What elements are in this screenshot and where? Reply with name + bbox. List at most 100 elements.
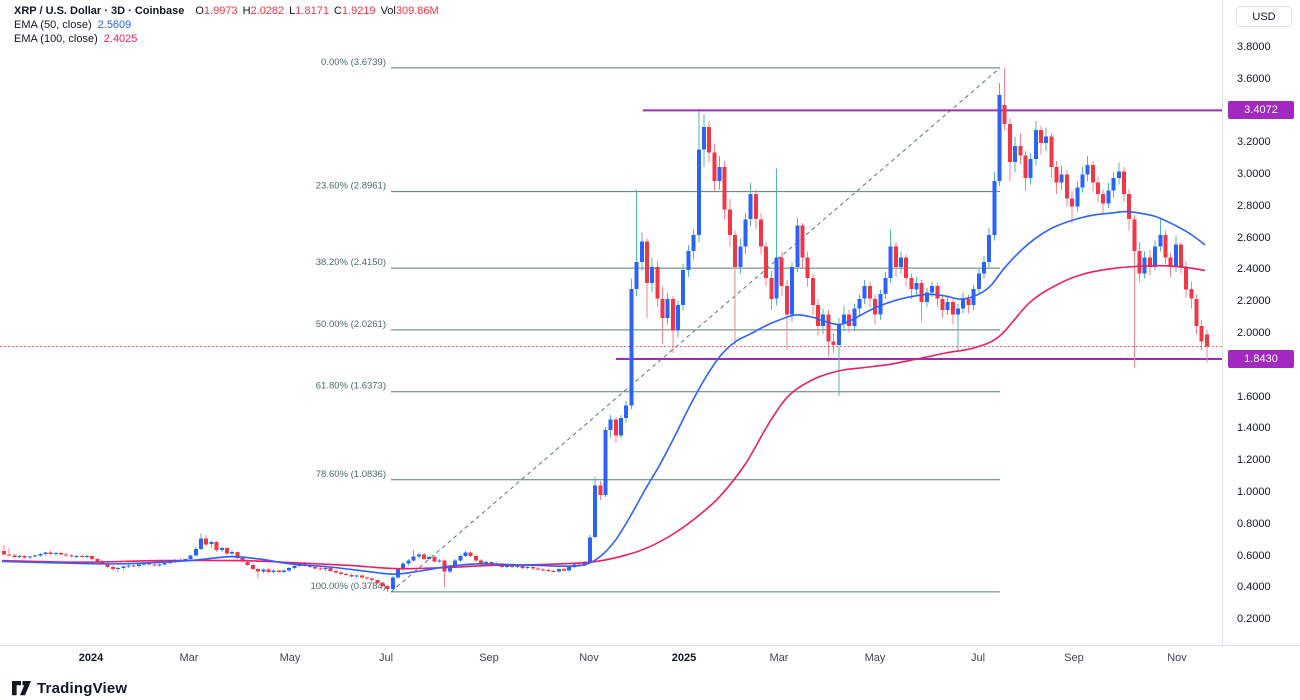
- candle-body: [1018, 146, 1023, 156]
- candle-body: [1090, 165, 1095, 183]
- price-pane: 0.00% (3.6739) 23.60% (2.8961) 38.20% (2.4…: [0, 0, 1222, 645]
- candle-body: [1054, 166, 1059, 183]
- candle-body: [1096, 182, 1100, 194]
- candle-body: [888, 246, 893, 279]
- candle-body: [997, 95, 1002, 182]
- candle-body: [556, 569, 561, 572]
- candle-body: [1132, 219, 1137, 252]
- candle-body: [676, 305, 680, 331]
- tradingview-logo-text: TradingView: [37, 680, 128, 697]
- candle-body: [515, 565, 520, 567]
- candle-body: [385, 586, 390, 589]
- trendline[interactable]: [390, 67, 1001, 593]
- candle-body: [1153, 246, 1158, 267]
- ema50-line[interactable]: [1, 210, 1206, 576]
- price-tick-label: 2.4000: [1237, 263, 1271, 276]
- ema50-legend-row[interactable]: EMA (50, close) 2.5609: [14, 18, 439, 32]
- candle-body: [1194, 298, 1199, 326]
- price-tick-label: 1.4000: [1237, 422, 1271, 435]
- time-axis-year-label: 2024: [78, 652, 104, 664]
- candle-body: [142, 563, 146, 565]
- currency-button[interactable]: USD: [1236, 6, 1292, 27]
- candle-body: [551, 570, 556, 572]
- candle-body: [380, 582, 385, 587]
- candle-body: [712, 152, 717, 182]
- candle-body: [85, 556, 89, 558]
- candle-body: [121, 566, 126, 569]
- candle-body: [17, 556, 22, 558]
- candle-body: [131, 565, 136, 567]
- candle-body: [110, 567, 115, 570]
- price-tick-label: 0.8000: [1237, 517, 1271, 530]
- candle-body: [520, 565, 525, 568]
- candle-body: [1116, 171, 1121, 178]
- candle-body: [370, 578, 375, 581]
- candle-body: [484, 562, 489, 564]
- fib-label: 61.80% (1.6373): [316, 381, 386, 392]
- candle-body: [193, 549, 198, 556]
- time-axis[interactable]: 2024 Mar May Jul Sep Nov 2025 Mar May Jul Sep Nov: [0, 645, 1300, 673]
- price-axis[interactable]: USD 3.80003.60003.40003.20003.00002.8000…: [1222, 0, 1300, 645]
- candle-body: [722, 166, 727, 210]
- candle-body: [650, 267, 655, 283]
- candle-body: [416, 554, 421, 557]
- candle-body: [375, 580, 380, 583]
- candle-body: [919, 282, 924, 302]
- candle-body: [240, 557, 245, 562]
- ema100-legend-row[interactable]: EMA (100, close) 2.4025: [14, 32, 439, 46]
- candle-body: [479, 560, 483, 564]
- time-axis-month-label: May: [279, 652, 301, 664]
- candle-body: [219, 547, 224, 550]
- candle-body: [655, 267, 660, 299]
- candle-body: [364, 577, 369, 579]
- candle-body: [976, 273, 981, 290]
- candle-body: [390, 577, 395, 589]
- candle-body: [463, 552, 468, 556]
- candle-body: [613, 419, 618, 436]
- price-chart[interactable]: 0.00% (3.6739) 23.60% (2.8961) 38.20% (2.4…: [0, 0, 1222, 645]
- candle-body: [199, 538, 203, 550]
- candle-body: [857, 298, 862, 309]
- time-axis-year-label: 2025: [671, 652, 697, 664]
- candle-body: [33, 555, 38, 557]
- candle-body: [1122, 171, 1126, 194]
- candle-body: [1168, 257, 1173, 267]
- price-level-badge[interactable]: 3.4072: [1228, 101, 1294, 120]
- tradingview-watermark[interactable]: TradingView: [12, 680, 127, 697]
- candle-body: [1044, 136, 1049, 143]
- candle-body: [69, 555, 74, 557]
- candle-body: [826, 314, 831, 342]
- candle-body: [764, 246, 769, 279]
- candle-body: [53, 553, 58, 555]
- candle-body: [453, 560, 458, 566]
- candle-body: [805, 257, 810, 279]
- candle-body: [644, 241, 649, 283]
- price-tick-label: 1.2000: [1237, 454, 1271, 467]
- ema100-value: 2.4025: [103, 33, 138, 45]
- candle-body: [1080, 174, 1085, 188]
- candle-body: [624, 405, 629, 418]
- volume-value: 309.86M: [395, 5, 439, 17]
- candle-body: [541, 569, 546, 571]
- candle-body: [1184, 267, 1189, 290]
- candle-body: [318, 568, 323, 570]
- candle-body: [214, 542, 219, 550]
- candle-body: [686, 251, 691, 271]
- price-tick-label: 2.2000: [1237, 295, 1271, 308]
- candle-body: [411, 556, 416, 561]
- price-tick-label: 2.6000: [1237, 231, 1271, 244]
- candle-body: [22, 556, 27, 558]
- candle-body: [209, 542, 214, 545]
- price-tick-label: 3.0000: [1237, 168, 1271, 181]
- candle-body: [546, 570, 551, 571]
- symbol-legend-row[interactable]: XRP / U.S. Dollar · 3D · Coinbase O1.9973…: [14, 4, 439, 18]
- candle-body: [504, 565, 509, 567]
- candle-body: [956, 308, 960, 315]
- candle-body: [12, 555, 17, 557]
- candle-body: [800, 225, 805, 258]
- candle-body: [665, 298, 670, 318]
- ema100-line[interactable]: [1, 264, 1206, 570]
- price-level-badge[interactable]: 1.8430: [1228, 350, 1294, 369]
- candle-body: [945, 301, 950, 310]
- price-tick-label: 3.8000: [1237, 40, 1271, 53]
